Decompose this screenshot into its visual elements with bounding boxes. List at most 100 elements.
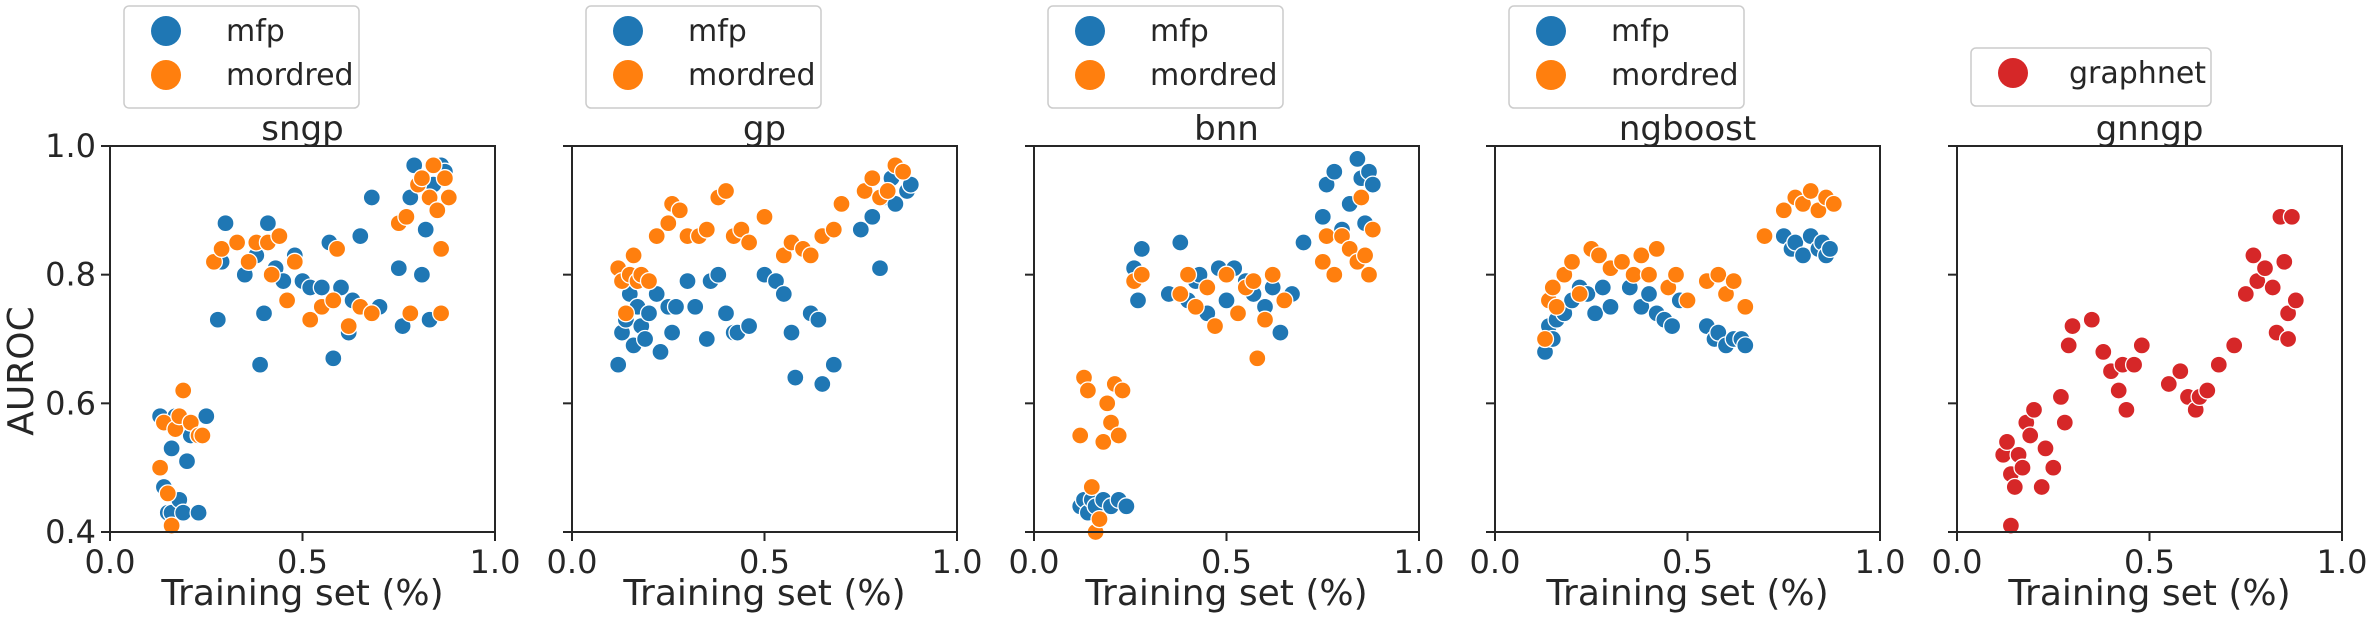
panel-bnn-mordred-point [1078, 381, 1098, 400]
panel-gnngp-graphnet-point [2032, 477, 2051, 497]
panel-ngboost-mordred-point [1624, 265, 1643, 284]
panel-bnn-title: bnn [1194, 109, 1259, 149]
panel-bnn-mfp-point [1217, 291, 1236, 310]
panel-gnngp-legend-box [1970, 47, 2212, 107]
panel-gnngp-title: gnngp [2096, 109, 2204, 149]
panel-sngp-mfp-point [177, 452, 197, 471]
panel-sngp-y-tick-label: 0.4 [45, 513, 96, 551]
panel-ngboost-legend-marker-mfp [1536, 16, 1566, 46]
panel-bnn-mordred-point [1228, 304, 1248, 323]
panel-gp-mfp-point [824, 355, 843, 374]
panel-sngp-mordred-point [227, 233, 247, 252]
panel-gp-title: gp [743, 109, 786, 149]
panel-gp-mordred-point [801, 246, 820, 265]
panel-ngboost-mordred-point [1801, 181, 1820, 201]
panel-bnn-mfp-point [1117, 497, 1136, 516]
panel-sngp-mfp-point [258, 214, 278, 233]
panel-gp-mfp-point [609, 355, 628, 374]
panel-gp-mfp-point [716, 304, 736, 323]
panel-ngboost-mordred-point [1535, 329, 1555, 349]
panel-sngp-mordred-point [158, 484, 177, 503]
panel-gp-mfp-point [662, 323, 682, 342]
panel-sngp-mordred-point [193, 426, 212, 445]
panel-ngboost-x-tick-label: 0.0 [1470, 543, 1521, 581]
panel-bnn-mfp-point [1363, 175, 1382, 194]
panel-bnn-mordred-point [1255, 310, 1275, 329]
panel-bnn-mordred-point [1178, 265, 1198, 284]
panel-gnngp-graphnet-point [2051, 387, 2071, 407]
panel-gp-mfp-point [786, 368, 805, 387]
panel-gp-mfp-point [870, 259, 890, 278]
panel-gnngp-graphnet-point [2275, 252, 2294, 271]
panel-gp-mordred-point [824, 220, 843, 239]
panel-bnn-mordred-point [1171, 284, 1190, 304]
panel-sngp-mordred-point [262, 265, 281, 284]
panel-sngp-y-tick-label: 1.0 [45, 127, 96, 165]
panel-bnn-mordred-point [1186, 297, 1205, 316]
panel-gp-legend-box [585, 5, 822, 109]
panel-sngp-mfp-point [351, 226, 370, 246]
panel-gp-mordred-point [647, 226, 666, 246]
panel-gnngp-graphnet-point [2171, 362, 2190, 381]
panel-gp-mfp-point [863, 207, 882, 226]
panel-gp-mfp-point [651, 342, 670, 362]
panel-bnn-mfp-point [1128, 291, 1148, 310]
panel-gp-mfp-point [809, 310, 828, 329]
panel-bnn-mordred-point [1217, 265, 1236, 284]
panel-gnngp-graphnet-point [2236, 284, 2255, 304]
panel-gnngp-graphnet-point [2244, 246, 2263, 265]
panel-gp-x-tick-label: 1.0 [932, 543, 983, 581]
panel-gp-mordred-point [624, 246, 643, 265]
panel-gp-mfp-point [709, 265, 728, 284]
panel-sngp-y-tick-label: 0.8 [45, 256, 96, 294]
panel-gp-mfp-point [639, 304, 659, 323]
panel-gnngp-graphnet-point [2044, 458, 2063, 477]
panel-sngp-legend-box [123, 5, 360, 109]
panel-ngboost-legend-label-mordred: mordred [1611, 58, 1739, 93]
panel-sngp-mordred-point [424, 156, 443, 175]
panel-sngp-mfp-point [208, 310, 227, 329]
panel-sngp-mordred-point [339, 316, 358, 336]
panel-bnn-mordred-point [1109, 426, 1128, 445]
panel-sngp-mfp-point [254, 304, 274, 323]
panel-ngboost-mfp-point [1793, 246, 1813, 265]
panel-gnngp-graphnet-point [2225, 336, 2244, 355]
panel-sngp-mordred-point [431, 304, 451, 323]
panel-gnngp-legend-label-graphnet: graphnet [2069, 56, 2206, 91]
panel-sngp-x-tick-label: 1.0 [470, 543, 521, 581]
panel-gnngp-graphnet-point [2278, 329, 2298, 349]
panel-gp-mordred-point [739, 233, 759, 252]
panel-sngp-mordred-point [362, 304, 381, 323]
panel-ngboost-legend-marker-mordred [1536, 60, 1566, 90]
panel-gp-mordred-point [832, 194, 851, 214]
panel-gp-mordred-point [878, 181, 897, 201]
panel-gnngp-graphnet-point [2159, 374, 2178, 394]
panel-bnn-legend-marker-mfp [1075, 16, 1105, 46]
panel-bnn-mordred-point [1263, 265, 1282, 284]
panel-sngp-mordred-point [412, 169, 432, 188]
panel-gp-legend-marker-mordred [613, 60, 643, 90]
panel-ngboost-mordred-point [1547, 297, 1566, 316]
panel-gp-mfp-point [635, 329, 655, 349]
panel-bnn-mfp-point [1294, 233, 1313, 252]
panel-ngboost-mordred-point [1562, 252, 1582, 271]
panel-sngp-mordred-point [301, 310, 320, 329]
panel-ngboost-x-tick-label: 1.0 [1855, 543, 1906, 581]
panel-bnn-mfp-point [1132, 239, 1151, 259]
panel-gp-mfp-point [813, 374, 832, 394]
panel-ngboost-mfp-point [1820, 239, 1840, 259]
panel-gnngp-x-axis-label: Training set (%) [2007, 573, 2290, 614]
panel-bnn-mordred-point [1317, 226, 1336, 246]
panel-gnngp-graphnet-point [2094, 342, 2113, 362]
panel-ngboost-mordred-point [1589, 246, 1609, 265]
panel-sngp-mordred-point [428, 201, 447, 220]
panel-gp-x-tick-label: 0.0 [547, 543, 598, 581]
panel-gnngp-graphnet-point [2059, 336, 2078, 355]
panel-bnn-mordred-point [1355, 246, 1375, 265]
panel-ngboost-mordred-point [1647, 239, 1666, 259]
panel-bnn-mordred-point [1352, 188, 1371, 207]
panel-gp-mordred-point [670, 201, 689, 220]
panel-sngp-mordred-point [397, 207, 416, 226]
panel-bnn-mordred-point [1113, 381, 1132, 400]
